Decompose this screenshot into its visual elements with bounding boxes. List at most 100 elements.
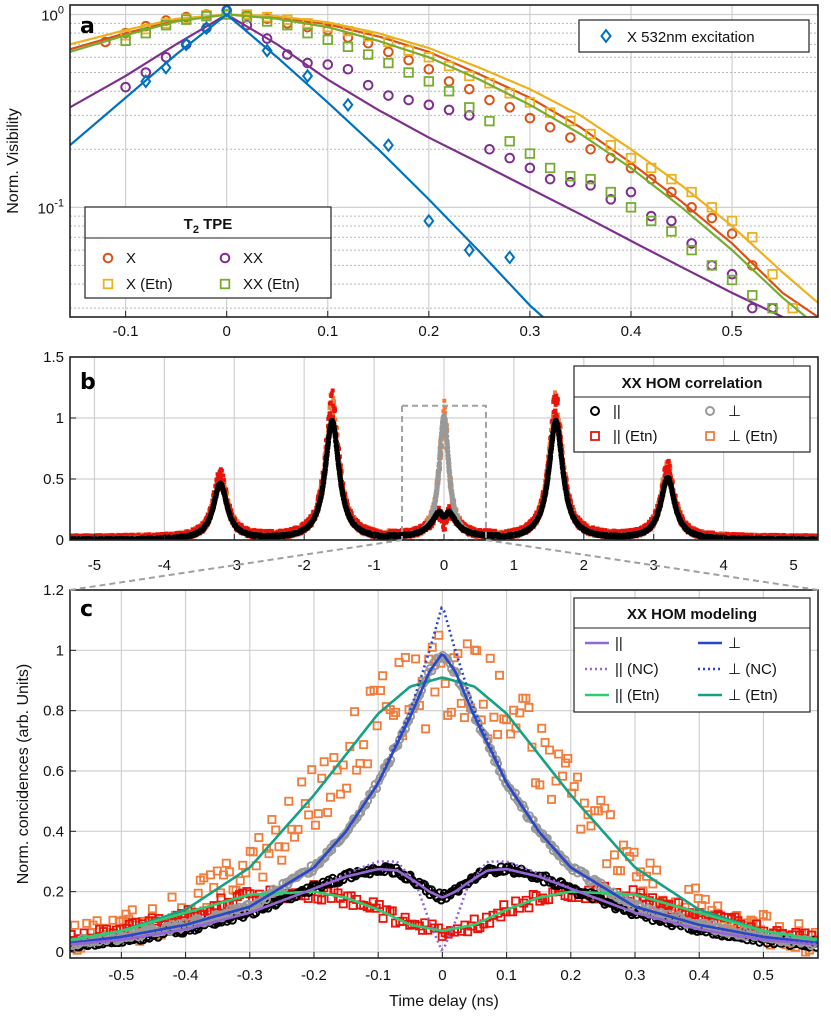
data-point xyxy=(646,162,657,174)
data-point xyxy=(411,654,421,664)
data-point xyxy=(350,707,360,717)
data-point xyxy=(504,136,515,147)
data-point xyxy=(201,10,212,22)
data-point xyxy=(585,143,596,155)
data-point xyxy=(261,43,273,58)
data-point xyxy=(378,671,388,681)
data-point xyxy=(605,186,616,198)
ytick-label: 0.4 xyxy=(43,823,64,840)
panel-c: -0.5 -0.4 -0.3 -0.2 -0.1 0 0.1 0.2 0.3 0.4 0.5 0 0.2… xyxy=(15,582,819,1010)
data-point xyxy=(504,152,516,164)
data-point xyxy=(666,215,677,227)
data-point xyxy=(585,173,596,185)
data-point xyxy=(560,758,570,768)
legend-label: ⊥ (Etn) xyxy=(728,687,778,704)
legend-title: XX HOM correlation xyxy=(622,375,763,392)
data-point xyxy=(443,104,455,116)
xtick-label: -5 xyxy=(88,557,101,574)
xtick-label: 2 xyxy=(580,557,588,574)
ytick-label: 100 xyxy=(41,4,64,24)
data-point xyxy=(264,849,274,859)
data-point xyxy=(317,773,327,783)
xtick-label: -0.1 xyxy=(365,967,391,984)
data-point xyxy=(686,238,697,249)
legend-532: X 532nm excitation xyxy=(578,19,810,53)
data-point xyxy=(445,659,455,668)
panel-label-c: c xyxy=(80,597,93,622)
data-point xyxy=(326,792,336,802)
data-point xyxy=(423,76,435,87)
data-point xyxy=(120,30,131,41)
data-point xyxy=(322,59,334,70)
data-point xyxy=(127,905,137,915)
legend-label: ⊥ (Etn) xyxy=(728,428,778,445)
legend-label: ⊥ xyxy=(728,635,741,652)
data-point xyxy=(537,723,547,733)
xtick-label: 0.5 xyxy=(753,967,774,984)
data-point xyxy=(403,45,414,56)
xtick-label: -0.4 xyxy=(173,967,199,984)
data-point xyxy=(463,242,475,258)
ytick-label: 0 xyxy=(56,944,64,961)
data-point xyxy=(180,37,192,52)
data-point xyxy=(602,859,612,869)
data-point xyxy=(160,60,172,75)
data-point xyxy=(235,876,245,886)
ytick-label: 10-1 xyxy=(38,197,64,217)
data-point xyxy=(713,901,723,911)
ytick-label: 0 xyxy=(56,532,64,549)
data-point xyxy=(524,703,534,713)
data-point xyxy=(359,740,369,750)
data-point xyxy=(430,687,440,697)
data-point xyxy=(478,699,488,709)
data-point xyxy=(338,760,348,770)
data-point xyxy=(261,33,273,44)
data-point xyxy=(628,885,638,895)
legend-marker xyxy=(590,406,600,416)
data-point xyxy=(645,858,655,868)
data-point xyxy=(382,137,394,153)
legend-label: || (Etn) xyxy=(615,687,659,704)
data-point xyxy=(375,686,385,696)
data-point xyxy=(506,729,516,739)
xtick-label: 0.3 xyxy=(625,967,646,984)
data-point xyxy=(160,19,172,31)
data-point xyxy=(686,202,697,213)
panel-label-b: b xyxy=(80,370,96,395)
data-point xyxy=(193,888,203,898)
data-point xyxy=(586,821,596,831)
data-point xyxy=(762,911,772,921)
data-point xyxy=(472,646,482,656)
data-point xyxy=(372,721,382,731)
data-point xyxy=(284,796,294,806)
data-point xyxy=(383,46,394,58)
data-point xyxy=(693,893,703,903)
data-point xyxy=(747,290,758,301)
data-point xyxy=(383,90,394,101)
data-point xyxy=(342,783,352,793)
data-point xyxy=(464,102,475,113)
data-point xyxy=(434,630,444,640)
data-point xyxy=(400,912,410,922)
data-point xyxy=(706,212,718,224)
data-point xyxy=(585,180,596,191)
data-point xyxy=(515,708,525,718)
model-line xyxy=(70,890,818,942)
data-point xyxy=(706,202,718,213)
panel-b: -5 -4 -3 -2 -1 0 1 2 3 4 5 0 0.5 1 1.5 XX HOM correlati… xyxy=(43,349,819,574)
xtick-label: 0 xyxy=(440,557,448,574)
xtick-label: 0.4 xyxy=(621,323,642,340)
data-point xyxy=(585,128,596,140)
ytick-label: 1 xyxy=(56,642,64,659)
data-point xyxy=(521,693,531,703)
data-point xyxy=(511,896,521,906)
data-point xyxy=(576,824,586,834)
ytick-label: 0.5 xyxy=(43,471,64,488)
data-point xyxy=(363,759,373,769)
xtick-label: 3 xyxy=(650,557,658,574)
data-point xyxy=(427,642,437,652)
data-point xyxy=(297,777,307,787)
legend-title: XX HOM modeling xyxy=(627,606,757,623)
model-line xyxy=(70,605,818,945)
data-point xyxy=(261,16,273,27)
